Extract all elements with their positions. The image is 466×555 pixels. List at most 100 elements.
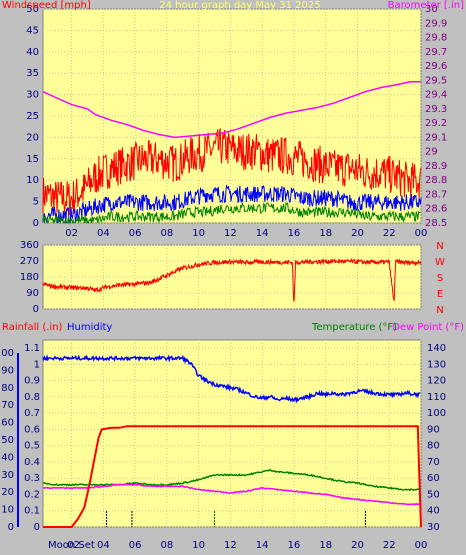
temperature-tick-label: 70 — [427, 457, 440, 468]
direction-tick-label: 360 — [20, 240, 39, 251]
humidity-tick-label: 50 — [1, 435, 14, 446]
direction-tick-label: 270 — [20, 256, 39, 267]
rain-tick-label: 0.1 — [24, 506, 40, 517]
barometer-tick-label: 29.6 — [425, 61, 447, 72]
direction-tick-label: 180 — [20, 272, 39, 283]
temperature-tick-label: 130 — [427, 359, 446, 370]
x-tick-label: 12 — [224, 540, 237, 551]
wind-axis-label: Windspeed [mph] — [2, 0, 91, 11]
x-tick-label: 00 — [415, 228, 428, 239]
barometer-tick-label: 29.4 — [425, 90, 447, 101]
rain-tick-label: 0.7 — [24, 408, 40, 419]
rain-tick-label: 0.8 — [24, 392, 40, 403]
temperature-tick-label: 120 — [427, 376, 446, 387]
x-tick-label: 22 — [383, 540, 396, 551]
rain-tick-label: 0.4 — [24, 457, 40, 468]
x-tick-label: 16 — [288, 540, 301, 551]
wind-barometer-panel: 02 04 06 08 10 12 14 16 18 20 22 000510152025303540… — [2, 0, 464, 239]
x-tick-label: 08 — [161, 228, 174, 239]
climate-series — [42, 354, 422, 528]
barometer-tick-label: 29.1 — [425, 132, 447, 143]
rain-tick-label: 0.5 — [24, 441, 40, 452]
temperature-series-line — [42, 468, 421, 492]
x-tick-label: 10 — [192, 540, 205, 551]
rain-tick-label: 1 — [34, 359, 40, 370]
temperature-axis-label: Temperature (°F) — [311, 322, 397, 333]
x-tick-label: 20 — [351, 228, 364, 239]
barometer-tick-label: 28.7 — [425, 189, 447, 200]
direction-tick-label: 90 — [26, 288, 39, 299]
x-tick-label: 14 — [256, 540, 269, 551]
temperature-tick-label: 110 — [427, 392, 446, 403]
humidity-tick-label: 90 — [1, 365, 14, 376]
x-tick-label: 04 — [97, 228, 110, 239]
wind-tick-label: 30 — [26, 90, 39, 101]
temperature-tick-label: 140 — [427, 343, 446, 354]
barometer-tick-label: 30 — [425, 4, 438, 15]
temperature-tick-label: 80 — [427, 441, 440, 452]
x-tick-label: 08 — [161, 540, 174, 551]
chart-title: 24 hour graph day May 31 2025 — [159, 0, 320, 11]
x-tick-label: 04 — [97, 540, 110, 551]
wind-tick-label: 0 — [33, 218, 39, 229]
compass-label: W — [435, 257, 445, 268]
wind-tick-label: 50 — [26, 4, 39, 15]
x-tick-label: 12 — [224, 228, 237, 239]
x-tick-label: 06 — [129, 540, 142, 551]
dewpoint-series-line — [42, 483, 421, 506]
barometer-tick-label: 29 — [425, 147, 438, 158]
rain-tick-label: 0.2 — [24, 489, 40, 500]
temperature-tick-label: 40 — [427, 506, 440, 517]
direction-series — [42, 257, 422, 303]
wind-tick-label: 45 — [26, 25, 39, 36]
x-tick-label: 14 — [256, 228, 269, 239]
x-tick-label: 02 — [65, 228, 78, 239]
rain-tick-label: 0.9 — [24, 376, 40, 387]
barometer-tick-label: 29.3 — [425, 104, 447, 115]
wind-tick-label: 40 — [26, 47, 39, 58]
humidity-tick-label: 70 — [1, 400, 14, 411]
x-tick-label: 16 — [288, 228, 301, 239]
climate-grid — [43, 340, 422, 528]
rainfall-series-line — [43, 425, 422, 528]
x-tick-label: 18 — [319, 228, 332, 239]
compass-label: N — [436, 305, 443, 316]
barometer-tick-label: 28.5 — [425, 218, 447, 229]
wind-tick-label: 15 — [26, 154, 39, 165]
wind-ticks: 02 04 06 08 10 12 14 16 18 20 22 000510152025303540… — [26, 4, 447, 239]
direction-ticks: 0 90 180 270 360 — [20, 240, 39, 315]
humidity-tick-label: 80 — [1, 383, 14, 394]
compass-label: S — [437, 273, 443, 284]
barometer-tick-label: 29.2 — [425, 118, 447, 129]
humidity-tick-label: 60 — [1, 418, 14, 429]
humidity-tick-label: 20 — [1, 487, 14, 498]
climate-ticks: 0 0.1 0.2 0.3 0.4 0.5 0.6 0.7 0.8 0.9 1 1.1 0 10 20 30 4… — [0, 343, 446, 551]
wind-tick-label: 35 — [26, 68, 39, 79]
gust-series-line — [42, 127, 422, 216]
temperature-tick-label: 100 — [427, 408, 446, 419]
temperature-tick-label: 30 — [427, 522, 440, 533]
x-tick-label: 00 — [415, 540, 428, 551]
temperature-tick-label: 90 — [427, 424, 440, 435]
barometer-tick-label: 29.8 — [425, 33, 447, 44]
humidity-axis-label: Humidity — [67, 322, 112, 333]
dewpoint-axis-label: Dew Point (°F) — [392, 322, 464, 333]
compass-label: N — [436, 241, 443, 252]
barometer-tick-label: 28.6 — [425, 204, 447, 215]
rain-tick-label: 1.1 — [24, 343, 40, 354]
barometer-tick-label: 29.5 — [425, 75, 447, 86]
temperature-tick-label: 50 — [427, 489, 440, 500]
humidity-tick-label: 100 — [0, 348, 14, 359]
x-tick-label: 10 — [192, 228, 205, 239]
moon-set-label: Moon Set — [48, 540, 95, 551]
barometer-tick-label: 28.9 — [425, 161, 447, 172]
compass-label: E — [437, 289, 443, 300]
humidity-tick-label: 30 — [1, 470, 14, 481]
humidity-tick-label: 10 — [1, 505, 14, 516]
wind-direction-series-line — [42, 257, 422, 303]
x-tick-label: 22 — [383, 228, 396, 239]
barometer-series-line — [42, 81, 421, 139]
